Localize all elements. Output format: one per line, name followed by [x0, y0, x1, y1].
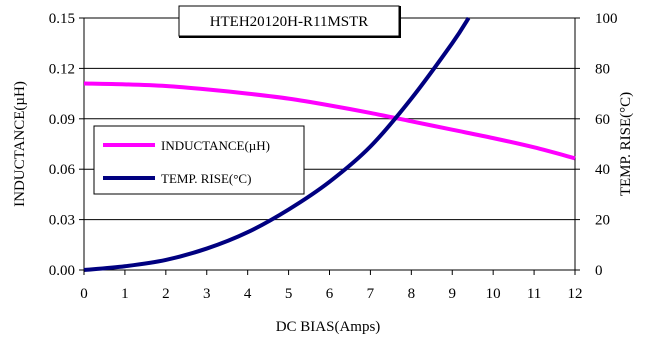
x-axis-label: DC BIAS(Amps) [276, 319, 381, 335]
y-tick-label: 0.15 [49, 11, 75, 27]
y2-tick-label: 80 [595, 61, 610, 77]
legend: INDUCTANCE(µH) TEMP. RISE(°C) [93, 125, 305, 195]
legend-label-temp-rise: TEMP. RISE(°C) [161, 171, 251, 186]
series-layer [83, 16, 576, 272]
x-tick-label: 8 [408, 286, 416, 302]
x-tick-label: 6 [326, 286, 334, 302]
y2-tick-label: 0 [595, 263, 603, 279]
x-tick-label: 0 [80, 286, 88, 302]
x-tick-label: 1 [121, 286, 129, 302]
series-line-temp-rise [83, 16, 471, 272]
y2-tick-label: 20 [595, 213, 610, 229]
y-tick-label: 0.12 [49, 61, 75, 77]
series-line-inductance [83, 81, 576, 161]
x-tick-label: 3 [203, 286, 211, 302]
x-tick-label: 5 [285, 286, 293, 302]
y-tick-label: 0.03 [49, 213, 75, 229]
y2-tick-label: 40 [595, 162, 610, 178]
y2-axis-label: TEMP. RISE(°C) [618, 92, 634, 196]
y2-tick-label: 100 [595, 11, 618, 27]
x-tick-label: 9 [449, 286, 457, 302]
y-tick-label: 0.00 [49, 263, 75, 279]
chart-title: HTEH20120H-R11MSTR [210, 14, 369, 30]
legend-label-inductance: INDUCTANCE(µH) [161, 138, 270, 153]
x-tick-label: 2 [162, 286, 170, 302]
x-tick-label: 10 [486, 286, 501, 302]
x-tick-label: 11 [527, 286, 541, 302]
y-axis-label: INDUCTANCE(µH) [12, 81, 28, 207]
x-tick-label: 7 [367, 286, 375, 302]
chart-title-box: HTEH20120H-R11MSTR [178, 5, 401, 38]
y-tick-label: 0.06 [49, 162, 76, 178]
y-tick-label: 0.09 [49, 112, 75, 128]
y2-tick-label: 60 [595, 112, 610, 128]
x-tick-label: 12 [568, 286, 583, 302]
x-tick-label: 4 [244, 286, 252, 302]
